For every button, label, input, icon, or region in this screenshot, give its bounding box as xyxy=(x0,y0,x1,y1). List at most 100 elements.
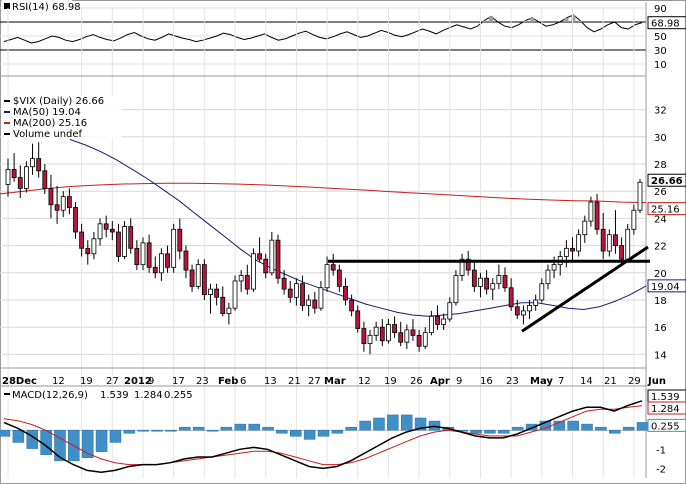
macd-legend-hist: 0.255 xyxy=(164,390,193,401)
candle-body xyxy=(637,181,643,211)
rsi-tick-label: 30 xyxy=(654,46,667,57)
candle-body xyxy=(398,332,404,343)
candle-body xyxy=(349,299,355,312)
candle-body xyxy=(410,329,416,336)
macd-histogram-bar xyxy=(595,426,607,431)
candle-body xyxy=(625,228,631,260)
price-tick-label: 26 xyxy=(654,187,667,198)
candle-body xyxy=(79,231,85,249)
macd-histogram-bar xyxy=(470,429,482,434)
signal-current-badge-box xyxy=(647,401,686,415)
candle-body xyxy=(324,264,330,289)
candle-body xyxy=(177,228,183,252)
candle-body xyxy=(214,288,220,298)
price-tick-label: 32 xyxy=(654,106,667,117)
candle-body xyxy=(606,234,612,252)
macd-histogram-bar xyxy=(373,417,385,431)
candle-body xyxy=(392,324,397,334)
rsi-legend-swatch xyxy=(4,3,10,9)
candle-body xyxy=(600,228,606,252)
macd-histogram-bar xyxy=(192,426,205,431)
candle-body xyxy=(404,329,410,343)
macd-histogram-bar xyxy=(54,429,66,462)
x-axis-tick-label: 21 xyxy=(604,376,617,387)
price-tick-label: 24 xyxy=(654,214,667,225)
macd-line xyxy=(3,400,643,474)
candle-body xyxy=(36,158,42,172)
candle-body xyxy=(453,275,459,304)
x-axis-tick-label: Mar xyxy=(324,376,346,387)
candle-body xyxy=(563,247,569,257)
price-tick-label: 18 xyxy=(654,296,667,307)
candle-body xyxy=(300,283,305,306)
hist-current-badge-box xyxy=(647,418,686,432)
candle-body xyxy=(244,275,250,290)
candle-body xyxy=(379,326,385,342)
candle-body xyxy=(521,310,526,316)
macd-histogram-bar xyxy=(303,429,316,440)
candle-body xyxy=(30,158,35,168)
macd-histogram-bar xyxy=(262,426,274,431)
candle-body xyxy=(594,201,600,230)
x-axis-tick-label: Apr xyxy=(430,376,450,387)
macd-histogram-bar xyxy=(428,420,441,431)
x-axis-tick-label: 27 xyxy=(106,376,119,387)
macd-histogram-bar xyxy=(484,429,496,434)
macd-legend-name: MACD(12,26,9) xyxy=(12,390,88,401)
macd-histogram-bar xyxy=(622,426,635,431)
price-tick-label: 14 xyxy=(654,350,667,361)
rsi-tick-label: 50 xyxy=(654,32,667,43)
candle-body xyxy=(238,275,244,282)
candle-body xyxy=(496,275,502,285)
candle-body xyxy=(478,277,483,287)
ma50-line xyxy=(69,139,647,317)
ma50-current-badge: 19.04 xyxy=(651,282,680,293)
candle-body xyxy=(232,280,238,309)
candle-body xyxy=(471,269,477,287)
price-legend-bg xyxy=(2,95,122,139)
macd-histogram-bar xyxy=(234,423,247,431)
macd-histogram-bar xyxy=(414,417,427,431)
price-tick-label: 30 xyxy=(654,133,667,144)
candle-body xyxy=(287,288,293,298)
price-legend-text: MA(50) 19.04 xyxy=(13,107,81,118)
candle-body xyxy=(275,239,281,279)
rsi-line xyxy=(3,14,643,44)
x-axis-tick-label: 7 xyxy=(558,376,564,387)
candle-body xyxy=(146,242,152,268)
candle-body xyxy=(386,324,391,342)
x-axis-tick-label: Feb xyxy=(218,376,238,387)
price-tick-label: 20 xyxy=(654,269,667,280)
candle-body xyxy=(97,223,103,240)
macd-histogram-bar xyxy=(511,426,524,431)
candle-body xyxy=(91,238,97,255)
macd-histogram-bar xyxy=(165,429,177,432)
x-axis-tick-label: 9 xyxy=(148,376,154,387)
rsi-legend-bg xyxy=(2,0,72,12)
candle-body xyxy=(435,315,440,325)
candle-body xyxy=(582,220,588,236)
rsi-current-badge: 68.98 xyxy=(651,19,680,30)
candle-body xyxy=(527,305,532,312)
x-axis-tick-label: 12 xyxy=(52,376,65,387)
x-axis-tick-label: 21 xyxy=(288,376,301,387)
candle-body xyxy=(103,223,109,230)
candle-body xyxy=(545,269,551,285)
price-current-badge-box xyxy=(647,173,686,187)
macd-histogram-bar xyxy=(387,414,399,431)
candle-body xyxy=(171,228,177,268)
ma50-current-badge-box xyxy=(647,279,686,293)
candle-body xyxy=(293,283,299,298)
x-axis-tick-label: 23 xyxy=(506,376,519,387)
candle-body xyxy=(54,204,60,211)
macd-tick-label: -2 xyxy=(656,464,666,475)
candle-body xyxy=(502,275,508,289)
candle-body xyxy=(11,169,17,179)
x-axis-tick-label: 17 xyxy=(172,376,185,387)
candle-body xyxy=(24,166,29,189)
x-axis-tick-label: 19 xyxy=(80,376,93,387)
macd-histogram-bar xyxy=(12,429,25,443)
rsi-tick-label: 90 xyxy=(654,4,667,15)
